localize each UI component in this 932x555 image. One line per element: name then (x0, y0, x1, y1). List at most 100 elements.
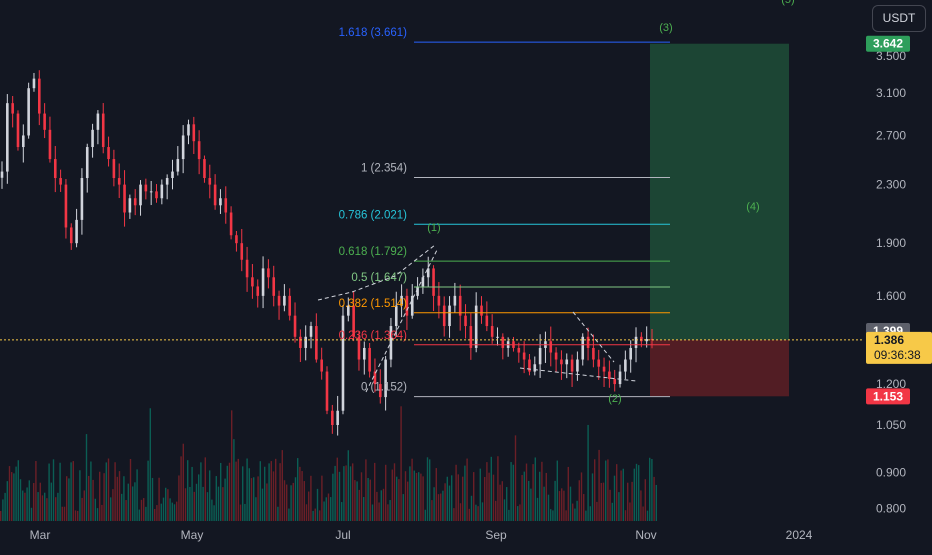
volume-bar (649, 457, 651, 521)
volume-bar (347, 450, 349, 521)
volume-bar (635, 463, 638, 521)
volume-bar (475, 504, 477, 521)
candle-body (586, 336, 590, 348)
volume-bar (184, 488, 187, 521)
candle-body (565, 359, 569, 365)
volume-bar (121, 493, 123, 521)
volume-bar (182, 443, 184, 521)
volume-bar (99, 471, 101, 521)
volume-bar (264, 466, 266, 521)
volume-bar (257, 476, 259, 521)
candle-body (176, 159, 180, 172)
volume-bar (206, 492, 209, 521)
candle-body (394, 305, 398, 327)
volume-bar (6, 481, 8, 521)
volume-bar (224, 478, 226, 521)
volume-bar (143, 498, 145, 521)
volume-bar (77, 510, 79, 521)
volume-bar (55, 497, 57, 521)
volume-bar (519, 504, 521, 521)
volume-bar (411, 458, 413, 521)
volume-bar (41, 495, 44, 521)
volume-bar (400, 406, 402, 521)
volume-bar (521, 475, 523, 521)
candle-body (171, 171, 174, 179)
volume-bar (330, 497, 332, 521)
volume-bar (259, 461, 261, 521)
volume-bar (268, 463, 270, 521)
volume-bar (495, 500, 497, 521)
x-tick-label: 2024 (786, 528, 813, 542)
candle-body (267, 268, 270, 278)
volume-bar (455, 464, 457, 521)
candle-body (554, 352, 558, 360)
candle-body (64, 184, 68, 228)
volume-bar (277, 506, 279, 521)
volume-bar (585, 510, 587, 521)
volume-bar (162, 497, 165, 521)
volume-bar (96, 508, 99, 521)
volume-bar (57, 492, 59, 521)
currency-button[interactable]: USDT (872, 5, 926, 32)
candle-body (240, 243, 244, 260)
volume-bar (88, 475, 90, 521)
volume-bar (50, 482, 52, 521)
volume-bar (638, 465, 640, 521)
candle-body (123, 184, 126, 213)
volume-bar (418, 472, 420, 521)
candle-body (400, 295, 403, 306)
candle-body (197, 141, 201, 160)
candle-body (293, 315, 297, 337)
volume-bar (576, 500, 578, 521)
candle-body (560, 359, 563, 365)
volume-bar (147, 460, 149, 521)
candle-body (309, 326, 313, 337)
volume-bar (250, 478, 253, 521)
volume-bar (19, 479, 22, 521)
candle-body (458, 295, 462, 316)
candle-body (331, 410, 334, 425)
volume-bar (448, 485, 451, 521)
volume-bar (477, 506, 479, 521)
volume-bar (607, 459, 609, 521)
volume-bar (35, 461, 37, 521)
candle-body (213, 184, 217, 206)
volume-bar (233, 439, 235, 521)
volume-bar (644, 479, 646, 521)
volume-bar (303, 481, 305, 521)
volume-bar (107, 458, 110, 521)
pattern-line (519, 367, 637, 382)
volume-bar (587, 424, 589, 521)
volume-bar (193, 491, 195, 521)
volume-bar (239, 504, 242, 521)
candle-body (347, 305, 350, 316)
volume-bar (211, 499, 213, 521)
volume-bar (246, 458, 248, 521)
volume-bar (171, 502, 173, 521)
candle-body (315, 326, 318, 360)
volume-bar (429, 459, 431, 521)
volume-bar (176, 501, 178, 521)
volume-bar (613, 475, 616, 521)
volume-bar (550, 509, 552, 521)
candle-body (432, 268, 435, 296)
candle-body (522, 352, 526, 360)
x-tick-label: Jul (335, 528, 350, 542)
candle-body (11, 103, 14, 114)
candle-body (75, 219, 78, 244)
candle-body (426, 268, 430, 278)
volume-bar (506, 487, 508, 521)
candle-body (592, 347, 595, 360)
volume-bar (66, 476, 68, 521)
candle-body (528, 359, 531, 372)
target-zone (650, 43, 789, 340)
fib-level-label: 0.236 (1.364) (339, 330, 408, 342)
volume-bar (378, 502, 380, 521)
volume-bar (437, 494, 440, 521)
fib-level-label: 0.382 (1.514) (339, 298, 408, 310)
volume-bar (611, 502, 613, 521)
target-price-badge-bg (866, 35, 910, 52)
volume-bar (367, 477, 369, 521)
